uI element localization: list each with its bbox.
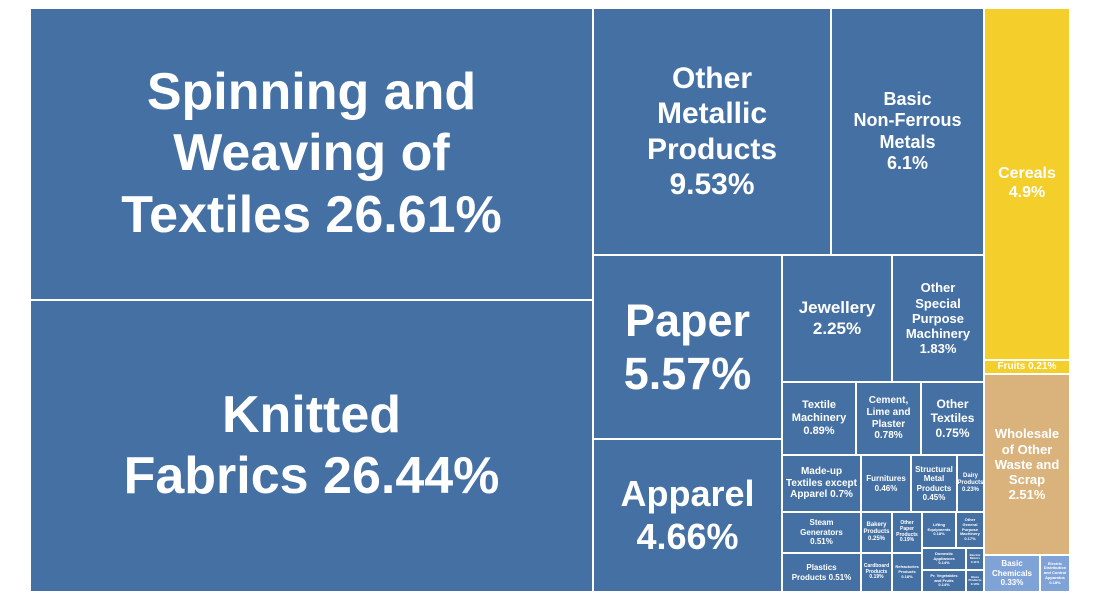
treemap-tile-label: Plastics Products 0.51% xyxy=(791,563,852,582)
treemap-tile-fruits: Fruits 0.21% xyxy=(984,360,1070,374)
treemap-tile-label: Refractories Products 0.18% xyxy=(895,564,919,579)
treemap-tile-cement: Cement, Lime and Plaster 0.78% xyxy=(856,382,921,455)
treemap-tile-label: Bakery Products 0.25% xyxy=(863,521,890,543)
treemap-tile-label: Other Textiles 0.75% xyxy=(930,397,975,440)
treemap-tile-label: Steam Generators 0.51% xyxy=(800,518,843,547)
treemap-tile-dairy: Dairy Products 0.23% xyxy=(957,455,984,512)
treemap-tile-label: Electric Distribution and Control Appara… xyxy=(1043,560,1067,585)
treemap-tile-refractories: Refractories Products 0.18% xyxy=(892,553,922,592)
treemap-tile-basic-chemicals: Basic Chemicals 0.33% xyxy=(984,555,1040,592)
treemap-tile-label: Paper 5.57% xyxy=(623,294,752,399)
treemap-tile-label: Basic Non-Ferrous Metals 6.1% xyxy=(853,89,962,173)
treemap-tile-label: Electric Motors 0.11% xyxy=(969,552,981,564)
treemap-tile-knitted: Knitted Fabrics 26.44% xyxy=(30,300,593,592)
treemap-tile-label: Apparel 4.66% xyxy=(620,473,755,557)
treemap-tile-apparel: Apparel 4.66% xyxy=(593,439,782,592)
treemap-tile-label: Other General Purpose Machinery 0.17% xyxy=(960,517,980,542)
treemap-tile-cardboard: Cardboard Products 0.19% xyxy=(861,553,892,592)
treemap-tile-textile-machinery: Textile Machinery 0.89% xyxy=(782,382,856,455)
treemap-tile-general-machinery: Other General Purpose Machinery 0.17% xyxy=(956,512,984,548)
treemap-tile-other-metallic: Other Metallic Products 9.53% xyxy=(593,8,831,255)
treemap-tile-cereals: Cereals 4.9% xyxy=(984,8,1070,360)
treemap-tile-domestic: Domestic Appliances 0.14% xyxy=(922,548,966,570)
treemap-tile-lifting: Lifting Equipments 0.18% xyxy=(922,512,956,548)
treemap-tile-jewellery: Jewellery 2.25% xyxy=(782,255,892,382)
treemap-tile-glass: Glass Products 0.10% xyxy=(966,570,984,592)
treemap-tile-label: Fruits 0.21% xyxy=(997,361,1057,373)
treemap-tile-label: Domestic Appliances 0.14% xyxy=(933,550,955,566)
treemap-tile-electric-distribution: Electric Distribution and Control Appara… xyxy=(1040,555,1070,592)
treemap-tile-label: Pr. Vegetables and Fruits 0.14% xyxy=(930,572,958,588)
treemap-tile-label: Dairy Products 0.23% xyxy=(957,472,984,494)
treemap-tile-steam: Steam Generators 0.51% xyxy=(782,512,861,553)
treemap-tile-furnitures: Furnitures 0.46% xyxy=(861,455,911,512)
treemap-tile-label: Structural Metal Products 0.45% xyxy=(915,464,953,502)
treemap-tile-label: Cereals 4.9% xyxy=(998,165,1056,201)
treemap-tile-structural-metal: Structural Metal Products 0.45% xyxy=(911,455,957,512)
treemap-tile-veg-fruits: Pr. Vegetables and Fruits 0.14% xyxy=(922,570,966,592)
treemap-tile-plastics: Plastics Products 0.51% xyxy=(782,553,861,592)
treemap-tile-bakery: Bakery Products 0.25% xyxy=(861,512,892,553)
treemap-tile-label: Other Paper Products 0.19% xyxy=(896,519,918,544)
treemap-tile-label: Lifting Equipments 0.18% xyxy=(927,521,951,537)
treemap-tile-paper: Paper 5.57% xyxy=(593,255,782,439)
treemap-tile-label: Made-up Textiles except Apparel 0.7% xyxy=(786,465,857,501)
treemap-tile-wholesale: Wholesale of Other Waste and Scrap 2.51% xyxy=(984,374,1070,555)
treemap-tile-label: Cement, Lime and Plaster 0.78% xyxy=(866,394,911,442)
treemap-tile-label: Furnitures 0.46% xyxy=(866,474,906,493)
treemap-tile-label: Glass Products 0.10% xyxy=(968,574,982,586)
treemap-tile-label: Cardboard Products 0.19% xyxy=(863,562,890,581)
treemap-tile-made-up: Made-up Textiles except Apparel 0.7% xyxy=(782,455,861,512)
treemap-tile-other-paper: Other Paper Products 0.19% xyxy=(892,512,922,553)
treemap-tile-spinning: Spinning and Weaving of Textiles 26.61% xyxy=(30,8,593,300)
treemap-tile-electric-motors: Electric Motors 0.11% xyxy=(966,548,984,570)
treemap-tile-special-machinery: Other Special Purpose Machinery 1.83% xyxy=(892,255,984,382)
treemap-tile-other-textiles: Other Textiles 0.75% xyxy=(921,382,984,455)
treemap-tile-label: Wholesale of Other Waste and Scrap 2.51% xyxy=(994,426,1060,503)
treemap-tile-label: Knitted Fabrics 26.44% xyxy=(123,385,500,505)
treemap-tile-label: Basic Chemicals 0.33% xyxy=(991,559,1033,588)
treemap-tile-basic-non-ferrous: Basic Non-Ferrous Metals 6.1% xyxy=(831,8,984,255)
treemap-tile-label: Spinning and Weaving of Textiles 26.61% xyxy=(121,62,502,244)
treemap-tile-label: Jewellery 2.25% xyxy=(798,298,876,338)
treemap-tile-label: Other Metallic Products 9.53% xyxy=(646,61,778,201)
treemap-tile-label: Textile Machinery 0.89% xyxy=(791,399,847,437)
treemap-tile-label: Other Special Purpose Machinery 1.83% xyxy=(905,280,971,357)
